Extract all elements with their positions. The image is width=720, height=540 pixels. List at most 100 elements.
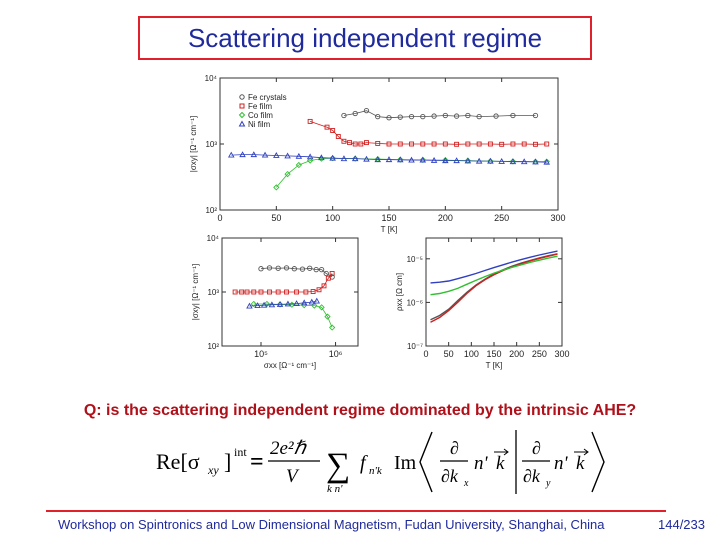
eq-ket2: n' [554, 453, 569, 474]
top-data-point [374, 156, 381, 163]
bottom-left-data-point [313, 297, 321, 304]
top-data-point [306, 157, 314, 164]
top-data-point [364, 140, 369, 146]
eq-right-angle [591, 431, 605, 493]
bottom-left-data-point [268, 301, 276, 308]
eq-lhs-sup: int [234, 445, 247, 459]
top-legend-marker [238, 120, 246, 127]
top-data-point [532, 158, 539, 165]
eq-vec-arrow-2 [574, 448, 589, 456]
eq-d1-den-sub: x [463, 478, 469, 489]
bottom-left-data-point [284, 289, 289, 295]
bottom-right-y-axis-label: ρxx [Ω cm] [395, 273, 404, 311]
top-data-point [386, 115, 392, 121]
bottom-left-data-point [232, 289, 238, 295]
top-x-tick-label: 150 [381, 213, 396, 223]
bottom-left-data-point [293, 300, 300, 307]
footer-divider [46, 510, 666, 512]
eq-vec-arrow-1 [494, 448, 509, 456]
bottom-right-series-line [430, 253, 558, 323]
bottom-left-data-point [318, 266, 325, 273]
top-legend-marker [238, 111, 246, 119]
eq-sum-sub: k n' [327, 483, 343, 495]
bottom-left-y-tick-label: 10⁴ [207, 234, 220, 243]
bottom-left-data-point [284, 300, 292, 307]
bottom-left-data-point [324, 313, 331, 320]
top-data-point [385, 156, 393, 163]
top-data-point [420, 141, 426, 147]
top-legend-marker [239, 94, 245, 100]
top-data-point [324, 124, 330, 130]
top-series-line [343, 110, 536, 119]
bottom-left-data-point [294, 289, 300, 295]
bottom-left-data-point [258, 266, 264, 272]
top-data-point [493, 113, 499, 119]
top-data-point [329, 155, 336, 162]
bottom-left-data-point [263, 300, 271, 308]
eq-f: f [360, 452, 368, 474]
bottom-left-data-point [299, 266, 306, 272]
top-data-point [363, 108, 370, 114]
top-data-point [273, 152, 280, 158]
top-x-tick-label: 100 [325, 213, 340, 223]
bottom-left-data-point [329, 324, 336, 331]
top-data-point [341, 138, 347, 144]
bottom-left-data-point [276, 301, 284, 308]
top-data-point [442, 112, 448, 119]
top-data-point [454, 141, 460, 147]
top-data-point [476, 113, 482, 120]
top-data-point [397, 156, 404, 163]
top-data-point [431, 113, 437, 119]
bottom-right-y-tick-label: 10⁻⁵ [407, 255, 423, 264]
top-data-point [358, 141, 364, 147]
top-x-axis-label: T [K] [381, 225, 398, 234]
top-series-line [275, 157, 547, 188]
top-data-point [532, 112, 539, 119]
top-y-tick-label: 10³ [205, 140, 217, 149]
top-data-point [464, 157, 472, 164]
top-data-point [352, 155, 359, 162]
top-data-point [375, 140, 381, 146]
top-data-point [352, 141, 358, 147]
top-y-tick-label: 10⁴ [205, 74, 218, 83]
top-series-line [309, 121, 547, 145]
top-data-point [408, 156, 415, 163]
bottom-left-series-line [249, 300, 317, 307]
top-legend-label: Fe film [248, 102, 272, 111]
top-data-point [431, 141, 437, 147]
top-data-point [284, 170, 291, 178]
bottom-left-data-point [258, 289, 264, 295]
top-data-point [408, 113, 415, 120]
bottom-left-data-point [321, 283, 327, 289]
eq-frac-den: V [286, 466, 300, 487]
top-data-point [465, 112, 471, 119]
eq-lhs: Re[σ [156, 449, 200, 474]
top-data-point [453, 157, 460, 164]
top-data-point [284, 152, 291, 159]
top-data-point [442, 157, 449, 164]
bottom-right-x-tick-label: 0 [423, 349, 428, 359]
top-data-point [239, 151, 246, 158]
top-x-tick-label: 300 [550, 213, 565, 223]
top-legend-label: Fe crystals [248, 93, 287, 102]
top-data-point [520, 158, 528, 165]
top-legend-label: Ni film [248, 120, 271, 129]
bottom-left-x-tick-label: 10⁶ [329, 349, 343, 359]
top-data-point [352, 110, 358, 117]
top-data-point [510, 141, 516, 147]
top-data-point [509, 158, 517, 165]
top-data-point [329, 154, 336, 161]
bottom-left-data-point [246, 302, 253, 309]
top-data-point [533, 141, 538, 147]
top-data-point [341, 112, 347, 119]
bottom-left-data-point [300, 299, 308, 306]
top-series-line [231, 154, 547, 163]
top-x-tick-label: 200 [438, 213, 453, 223]
bottom-left-y-tick-label: 10² [207, 342, 219, 351]
slide-title: Scattering independent regime [187, 22, 543, 53]
eq-ket1: n' [474, 453, 489, 474]
eq-ket2-k: k [576, 453, 585, 474]
top-x-tick-label: 50 [271, 213, 281, 223]
footer-text: Workshop on Spintronics and Low Dimensio… [58, 517, 605, 532]
eq-ket1-k: k [496, 453, 505, 474]
